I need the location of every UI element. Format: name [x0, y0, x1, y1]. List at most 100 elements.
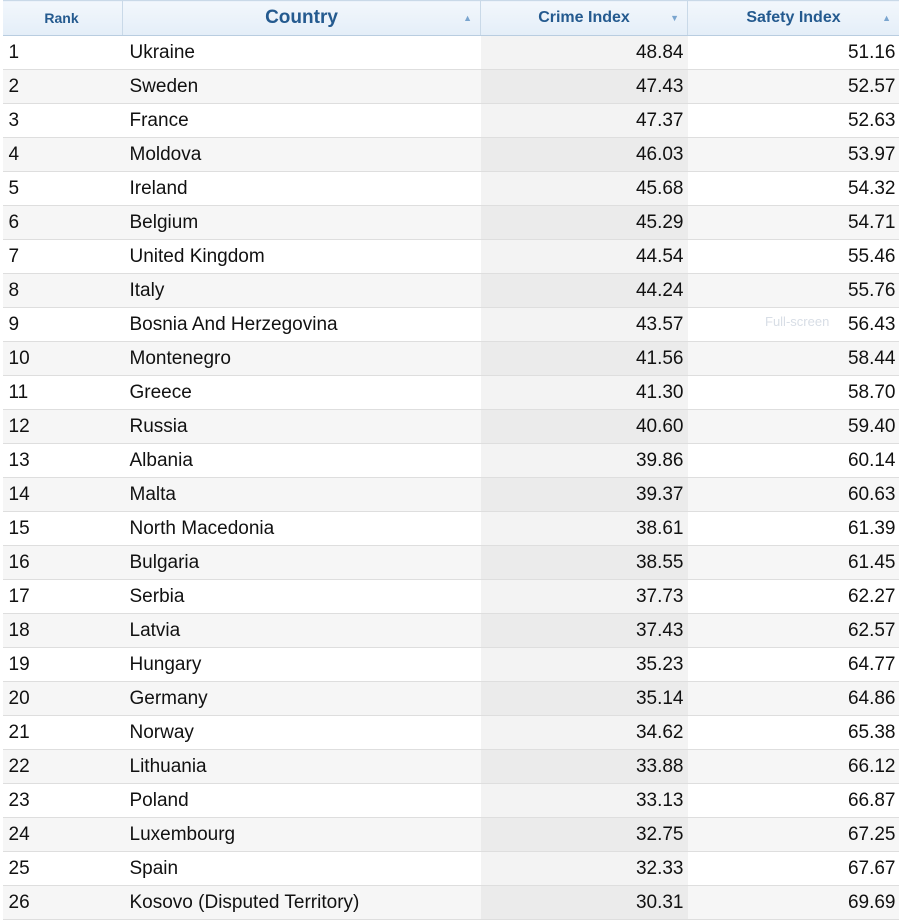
- rank-cell: 9: [0, 307, 123, 342]
- rank-cell: 3: [0, 103, 123, 138]
- rank-cell: 24: [0, 817, 123, 852]
- safety-index-cell: 60.14: [687, 443, 899, 478]
- rank-cell: 12: [0, 409, 123, 444]
- safety-index-cell: 55.76: [687, 273, 899, 308]
- table-row: 9 Bosnia And Herzegovina 43.57 56.43: [0, 307, 899, 342]
- crime-index-cell: 32.33: [480, 851, 688, 886]
- column-header-country-label: Country: [265, 7, 338, 28]
- country-cell: Belgium: [122, 205, 481, 240]
- rank-cell: 14: [0, 477, 123, 512]
- safety-index-cell: 67.67: [687, 851, 899, 886]
- column-header-safety-index[interactable]: Safety Index ▲: [687, 0, 899, 36]
- rank-cell: 17: [0, 579, 123, 614]
- country-cell: Lithuania: [122, 749, 481, 784]
- country-cell: Montenegro: [122, 341, 481, 376]
- rank-cell: 16: [0, 545, 123, 580]
- crime-index-cell: 38.61: [480, 511, 688, 546]
- crime-index-cell: 34.62: [480, 715, 688, 750]
- crime-index-cell: 45.29: [480, 205, 688, 240]
- rank-cell: 2: [0, 69, 123, 104]
- column-header-crime-index[interactable]: Crime Index ▼: [480, 0, 688, 36]
- country-cell: France: [122, 103, 481, 138]
- crime-index-cell: 43.57: [480, 307, 688, 342]
- table-row: 5 Ireland 45.68 54.32: [0, 171, 899, 206]
- safety-index-cell: 64.86: [687, 681, 899, 716]
- crime-index-cell: 32.75: [480, 817, 688, 852]
- table-row: 12 Russia 40.60 59.40: [0, 409, 899, 444]
- safety-index-cell: 56.43: [687, 307, 899, 342]
- table-body: 1 Ukraine 48.84 51.16 2 Sweden 47.43 52.57 3 Fran…: [0, 35, 899, 920]
- sort-ascending-icon[interactable]: ▲: [463, 13, 472, 23]
- header-row: Rank Country ▲ Crime Index ▼ Safety Inde…: [0, 0, 899, 36]
- rank-cell: 18: [0, 613, 123, 648]
- country-cell: Sweden: [122, 69, 481, 104]
- crime-index-cell: 41.30: [480, 375, 688, 410]
- country-cell: Ukraine: [122, 35, 481, 70]
- safety-index-cell: 62.27: [687, 579, 899, 614]
- table-row: 20 Germany 35.14 64.86: [0, 681, 899, 716]
- rank-cell: 13: [0, 443, 123, 478]
- safety-index-cell: 69.69: [687, 885, 899, 920]
- crime-index-cell: 47.43: [480, 69, 688, 104]
- crime-index-cell: 47.37: [480, 103, 688, 138]
- country-cell: Bosnia And Herzegovina: [122, 307, 481, 342]
- crime-index-cell: 37.43: [480, 613, 688, 648]
- crime-index-cell: 44.54: [480, 239, 688, 274]
- rank-cell: 4: [0, 137, 123, 172]
- crime-index-cell: 41.56: [480, 341, 688, 376]
- column-header-rank-label: Rank: [44, 10, 79, 26]
- table-row: 17 Serbia 37.73 62.27: [0, 579, 899, 614]
- crime-index-cell: 35.14: [480, 681, 688, 716]
- table-row: 15 North Macedonia 38.61 61.39: [0, 511, 899, 546]
- safety-index-cell: 66.12: [687, 749, 899, 784]
- safety-index-cell: 67.25: [687, 817, 899, 852]
- country-cell: Ireland: [122, 171, 481, 206]
- table-row: 8 Italy 44.24 55.76: [0, 273, 899, 308]
- sort-descending-icon[interactable]: ▼: [670, 13, 679, 23]
- country-cell: Luxembourg: [122, 817, 481, 852]
- table-row: 18 Latvia 37.43 62.57: [0, 613, 899, 648]
- country-cell: Latvia: [122, 613, 481, 648]
- safety-index-cell: 55.46: [687, 239, 899, 274]
- crime-index-cell: 44.24: [480, 273, 688, 308]
- table-row: 13 Albania 39.86 60.14: [0, 443, 899, 478]
- crime-index-cell: 40.60: [480, 409, 688, 444]
- table-row: 1 Ukraine 48.84 51.16: [0, 35, 899, 70]
- safety-index-cell: 54.32: [687, 171, 899, 206]
- safety-index-cell: 51.16: [687, 35, 899, 70]
- table-header: Rank Country ▲ Crime Index ▼ Safety Inde…: [0, 0, 899, 36]
- safety-index-cell: 59.40: [687, 409, 899, 444]
- safety-index-cell: 61.39: [687, 511, 899, 546]
- country-cell: Albania: [122, 443, 481, 478]
- sort-ascending-icon[interactable]: ▲: [882, 13, 891, 23]
- rank-cell: 23: [0, 783, 123, 818]
- country-cell: Germany: [122, 681, 481, 716]
- column-header-country[interactable]: Country ▲: [122, 0, 481, 36]
- country-cell: Moldova: [122, 137, 481, 172]
- country-cell: Russia: [122, 409, 481, 444]
- column-header-crime-index-label: Crime Index: [538, 9, 630, 26]
- rank-cell: 10: [0, 341, 123, 376]
- crime-index-cell: 30.31: [480, 885, 688, 920]
- column-header-rank[interactable]: Rank: [0, 0, 123, 36]
- table-row: 11 Greece 41.30 58.70: [0, 375, 899, 410]
- safety-index-cell: 52.57: [687, 69, 899, 104]
- crime-index-cell: 39.37: [480, 477, 688, 512]
- safety-index-cell: 62.57: [687, 613, 899, 648]
- safety-index-cell: 53.97: [687, 137, 899, 172]
- country-cell: North Macedonia: [122, 511, 481, 546]
- table-row: 7 United Kingdom 44.54 55.46: [0, 239, 899, 274]
- country-cell: Kosovo (Disputed Territory): [122, 885, 481, 920]
- column-header-safety-index-label: Safety Index: [746, 9, 841, 26]
- crime-index-cell: 33.88: [480, 749, 688, 784]
- rank-cell: 21: [0, 715, 123, 750]
- country-cell: Italy: [122, 273, 481, 308]
- rank-cell: 8: [0, 273, 123, 308]
- country-cell: Hungary: [122, 647, 481, 682]
- rank-cell: 26: [0, 885, 123, 920]
- table-row: 3 France 47.37 52.63: [0, 103, 899, 138]
- country-cell: Bulgaria: [122, 545, 481, 580]
- country-cell: Spain: [122, 851, 481, 886]
